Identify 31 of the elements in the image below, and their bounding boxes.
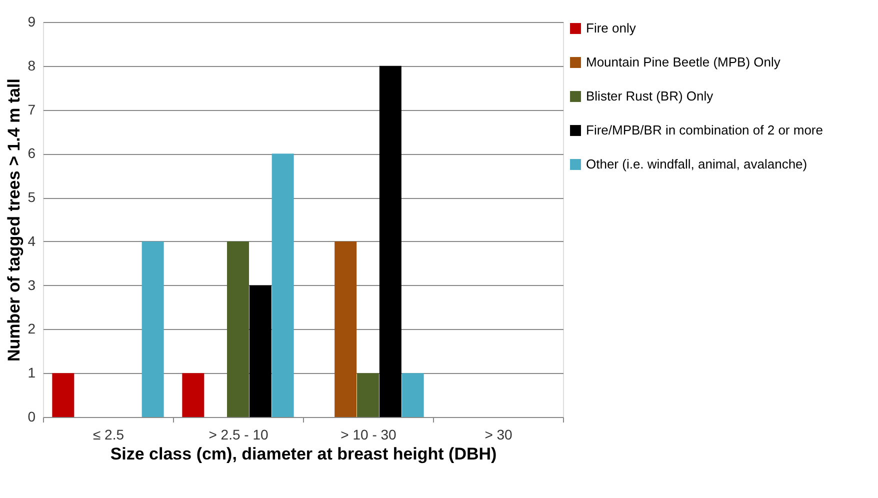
- x-tick-label: > 10 - 30: [340, 426, 397, 442]
- bar: [334, 241, 357, 417]
- y-tick-label: 9: [28, 14, 36, 30]
- legend-label: Fire only: [586, 20, 636, 36]
- bar: [402, 373, 424, 417]
- x-tick-label: > 30: [484, 426, 513, 442]
- legend-label: Blister Rust (BR) Only: [586, 88, 714, 104]
- bar: [227, 241, 249, 417]
- y-tick-label: 2: [28, 320, 36, 337]
- bar: [357, 373, 379, 417]
- y-tick-label: 5: [28, 189, 36, 206]
- x-axis-title: Size class (cm), diameter at breast height (DBH): [110, 444, 497, 464]
- y-tick-label: 8: [28, 57, 36, 74]
- y-tick-label: 3: [28, 276, 36, 293]
- bar: [272, 154, 294, 417]
- legend-label: Other (i.e. windfall, animal, avalanche): [586, 156, 808, 172]
- y-tick-label: 1: [28, 364, 36, 381]
- legend-label: Mountain Pine Beetle (MPB) Only: [586, 54, 781, 70]
- legend-label: Fire/MPB/BR in combination of 2 or more: [586, 122, 823, 138]
- x-tick-label: > 2.5 - 10: [208, 426, 268, 442]
- bar: [379, 66, 402, 417]
- bar: [52, 373, 74, 417]
- x-tick-label: ≤ 2.5: [92, 426, 124, 442]
- bar: [182, 373, 204, 417]
- y-tick-label: 7: [28, 101, 36, 118]
- y-tick-label: 4: [28, 232, 36, 249]
- y-tick-label: 0: [28, 408, 36, 424]
- bar: [142, 241, 164, 417]
- y-axis-title: Number of tagged trees > 1.4 m tall: [4, 78, 24, 362]
- y-tick-label: 6: [28, 145, 36, 162]
- bar: [249, 285, 272, 417]
